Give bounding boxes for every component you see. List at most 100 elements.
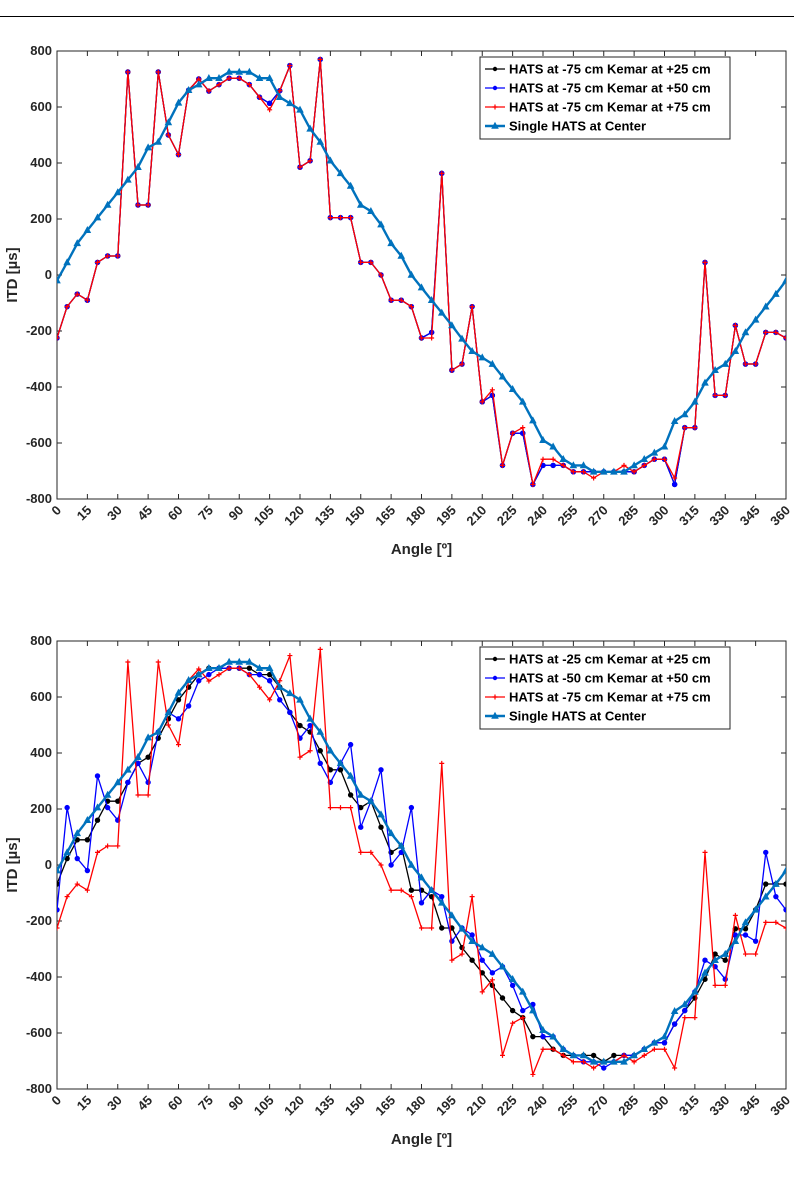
y-tick-label: -200 [26,913,52,928]
data-point [731,346,740,354]
data-point [743,951,748,957]
data-point [338,805,343,811]
data-point [407,860,416,868]
data-point [257,684,262,690]
data-point [57,881,60,887]
x-axis-label: Angle [º] [391,541,452,558]
x-tick-label: 210 [463,503,489,529]
data-point [672,475,678,481]
data-point [448,321,456,329]
data-point [581,1059,586,1065]
x-tick-label: 255 [555,1093,581,1119]
y-tick-label: -800 [26,1081,52,1096]
legend-entry-1: HATS at -50 cm Kemar at +50 cm [485,671,711,686]
data-point [641,1052,647,1058]
data-point [184,86,193,93]
data-point [549,1032,557,1040]
data-point [105,843,111,849]
data-point [488,949,497,957]
data-point [327,805,333,811]
data-point [761,892,770,900]
data-point [662,1046,667,1052]
data-point [721,359,730,367]
x-tick-label: 360 [767,503,793,529]
data-point [155,659,161,665]
data-point [581,469,586,475]
data-point [134,753,142,760]
data-point [113,188,122,196]
data-point [529,416,537,424]
data-point [560,462,566,468]
x-tick-label: 315 [676,503,702,529]
data-point [84,837,91,843]
data-point [589,1057,598,1065]
data-point [246,672,252,678]
legend-label: HATS at -75 cm Kemar at +50 cm [509,81,711,96]
data-point [731,936,740,944]
data-point [125,659,131,665]
data-point [84,887,90,893]
data-point [429,925,435,931]
data-point [752,938,759,944]
data-point [468,346,476,354]
x-tick-label: 210 [463,1093,489,1119]
data-point [368,849,374,855]
series-2 [57,646,786,1077]
data-point [772,289,780,297]
data-point [277,697,283,703]
data-point [347,792,354,798]
data-point [560,1052,566,1058]
data-point [559,455,568,463]
x-tick-label: 345 [737,1093,763,1119]
y-axis-label: ITD [µs] [4,247,21,302]
data-point [732,912,738,918]
data-point [246,665,253,671]
data-point [135,202,141,208]
data-point [569,461,578,469]
data-point [569,1051,578,1059]
data-point [621,462,627,468]
x-tick-label: 330 [706,1093,732,1119]
data-point [408,804,415,811]
data-point [297,754,303,760]
data-point [591,475,597,481]
data-point [530,481,536,487]
data-point [469,957,475,963]
data-point [255,73,264,81]
data-point [377,810,385,818]
data-point [712,392,718,398]
data-point [630,1051,638,1059]
x-tick-label: 165 [372,1093,398,1119]
data-point [670,1006,679,1014]
data-point [103,790,112,798]
data-point [115,253,121,259]
data-point [702,957,708,963]
series-3 [57,67,786,475]
data-point [83,226,92,233]
legend: HATS at -75 cm Kemar at +25 cm HATS at -7… [479,56,731,140]
legend-swatch-marker [492,694,498,700]
data-point [520,425,526,431]
y-tick-label: -600 [26,435,52,450]
data-point [591,1065,597,1071]
data-point [206,671,212,678]
data-point [145,202,151,208]
data-point [164,118,173,126]
data-point [550,462,556,469]
legend-entry-2: HATS at -75 cm Kemar at +75 cm [485,100,711,115]
data-point [144,143,152,151]
data-point [154,137,163,145]
data-point [529,1006,537,1014]
data-point [307,158,313,164]
data-point [135,760,141,767]
data-point [498,962,507,970]
data-point [459,951,465,957]
legend-swatch-marker [492,675,498,681]
data-point [95,849,100,855]
x-tick-label: 315 [676,1093,702,1119]
legend-entry-3: Single HATS at Center [485,709,646,724]
y-tick-label: 0 [45,267,52,282]
data-point [346,181,355,189]
data-point [124,175,132,183]
data-point [469,894,475,900]
